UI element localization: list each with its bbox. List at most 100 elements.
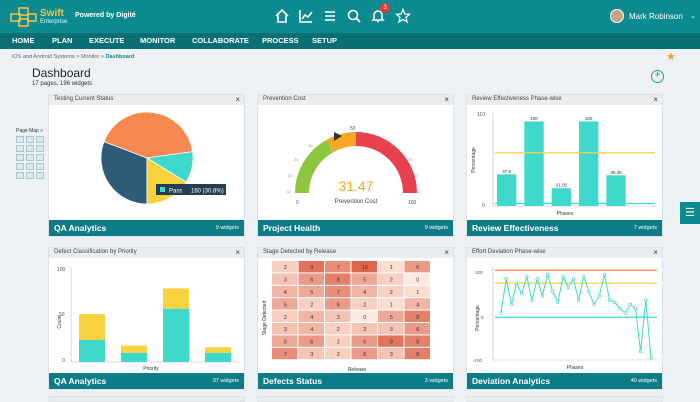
line-point[interactable] xyxy=(618,307,622,311)
nav-setup[interactable]: SETUP xyxy=(312,36,338,45)
widget-footer[interactable]: QA Analytics 37 widgets xyxy=(49,373,244,389)
analytics-icon[interactable] xyxy=(298,8,314,24)
heat-cell[interactable] xyxy=(351,261,378,273)
heat-cell[interactable] xyxy=(325,335,351,347)
widget-prevention-cost[interactable]: Prevention Cost × 50 0 100 10 20 30 40 6… xyxy=(257,94,454,237)
line-point[interactable] xyxy=(571,277,576,281)
nav-process[interactable]: PROCESS xyxy=(262,36,299,45)
heat-cell[interactable] xyxy=(351,273,378,285)
heat-cell[interactable] xyxy=(272,285,298,298)
favorite-star-icon[interactable]: ★ xyxy=(666,51,676,63)
line-point[interactable] xyxy=(530,298,534,302)
heat-cell[interactable] xyxy=(272,347,298,360)
heat-cell[interactable] xyxy=(404,261,431,273)
line-point[interactable] xyxy=(639,349,643,354)
heat-cell[interactable] xyxy=(404,298,431,310)
stacked-bar-0-1[interactable] xyxy=(79,314,105,340)
line-point[interactable] xyxy=(597,294,601,298)
heat-cell[interactable] xyxy=(298,285,325,298)
line-point[interactable] xyxy=(540,294,545,298)
line-point[interactable] xyxy=(561,275,565,279)
line-point[interactable] xyxy=(566,285,570,290)
search-icon[interactable] xyxy=(346,8,362,24)
user-menu[interactable]: Mark Robinson ⌄ xyxy=(610,9,696,25)
widget-footer[interactable]: Review Effectiveness 7 widgets xyxy=(467,220,662,236)
heat-cell[interactable] xyxy=(298,273,325,285)
heat-cell[interactable] xyxy=(325,273,351,285)
line-point[interactable] xyxy=(525,275,529,279)
line-point[interactable] xyxy=(499,311,503,315)
stacked-bar-3-1[interactable] xyxy=(205,347,231,353)
widget-footer[interactable]: QA Analytics 9 widgets xyxy=(49,220,244,236)
heat-cell[interactable] xyxy=(351,298,378,310)
close-icon[interactable]: × xyxy=(444,95,449,104)
heat-cell[interactable] xyxy=(325,285,351,298)
chat-button[interactable]: ☰ xyxy=(680,202,700,224)
line-point[interactable] xyxy=(520,292,524,296)
heat-cell[interactable] xyxy=(351,323,378,335)
close-icon[interactable]: × xyxy=(653,95,658,104)
heat-cell[interactable] xyxy=(378,347,404,360)
stacked-bar-2-1[interactable] xyxy=(163,288,189,309)
line-point[interactable] xyxy=(592,302,596,307)
home-icon[interactable] xyxy=(274,8,290,24)
heat-cell[interactable] xyxy=(272,323,298,335)
line-point[interactable] xyxy=(644,298,648,302)
heat-cell[interactable] xyxy=(298,335,325,347)
heat-cell[interactable] xyxy=(272,273,298,285)
heat-cell[interactable] xyxy=(404,335,431,347)
bar-4[interactable] xyxy=(606,175,626,206)
bar-3[interactable] xyxy=(579,121,599,206)
widget-footer[interactable]: Deviation Analytics 40 widgets xyxy=(467,373,662,389)
star-outline-icon[interactable] xyxy=(395,8,411,24)
line-point[interactable] xyxy=(582,275,586,279)
page-map-label[interactable]: Page Map » xyxy=(16,128,43,134)
heat-cell[interactable] xyxy=(325,310,351,322)
heat-cell[interactable] xyxy=(378,323,404,335)
menu-icon[interactable] xyxy=(322,8,338,24)
heat-cell[interactable] xyxy=(378,273,404,285)
nav-monitor[interactable]: MONITOR xyxy=(140,36,176,45)
heat-cell[interactable] xyxy=(272,298,298,310)
heat-cell[interactable] xyxy=(272,335,298,347)
nav-collaborate[interactable]: COLLABORATE xyxy=(192,36,249,45)
nav-home[interactable]: HOME xyxy=(12,36,35,45)
widget-effort-deviation[interactable]: Effort Deviation Phase-wise × 100 0 -100… xyxy=(466,247,663,390)
line-point[interactable] xyxy=(607,298,612,302)
heat-cell[interactable] xyxy=(272,310,298,322)
line-point[interactable] xyxy=(587,289,591,294)
heat-cell[interactable] xyxy=(378,335,404,347)
widget-testing-status[interactable]: Testing Current Status × Pass 160 (30.8%… xyxy=(48,94,245,237)
line-point[interactable] xyxy=(556,300,560,304)
heat-cell[interactable] xyxy=(298,310,325,322)
stacked-bar-2-0[interactable] xyxy=(163,308,189,362)
heat-cell[interactable] xyxy=(378,261,404,273)
close-icon[interactable]: × xyxy=(235,248,240,257)
line-point[interactable] xyxy=(649,356,653,360)
heat-cell[interactable] xyxy=(404,285,431,298)
pie-slice-1[interactable] xyxy=(103,111,194,159)
line-point[interactable] xyxy=(509,302,513,307)
close-icon[interactable]: × xyxy=(653,248,658,257)
stacked-bar-1-0[interactable] xyxy=(121,352,147,362)
heat-cell[interactable] xyxy=(378,310,404,322)
heat-cell[interactable] xyxy=(298,323,325,335)
line-point[interactable] xyxy=(535,277,539,281)
line-point[interactable] xyxy=(514,281,519,285)
line-point[interactable] xyxy=(504,277,508,281)
pie-slice-0[interactable] xyxy=(100,141,148,205)
heat-cell[interactable] xyxy=(378,285,404,298)
heat-cell[interactable] xyxy=(404,310,431,322)
widget-defect-classification[interactable]: Defect Classification by Priority × 100 … xyxy=(48,247,245,390)
line-point[interactable] xyxy=(576,298,581,302)
stacked-bar-1-1[interactable] xyxy=(121,345,147,353)
heat-cell[interactable] xyxy=(325,323,351,335)
heat-cell[interactable] xyxy=(404,273,431,285)
stacked-bar-0-0[interactable] xyxy=(79,339,105,362)
heat-cell[interactable] xyxy=(325,261,351,273)
heat-cell[interactable] xyxy=(325,347,351,360)
heat-cell[interactable] xyxy=(298,347,325,360)
heat-cell[interactable] xyxy=(404,323,431,335)
page-map[interactable] xyxy=(16,136,44,188)
heat-cell[interactable] xyxy=(404,347,431,360)
